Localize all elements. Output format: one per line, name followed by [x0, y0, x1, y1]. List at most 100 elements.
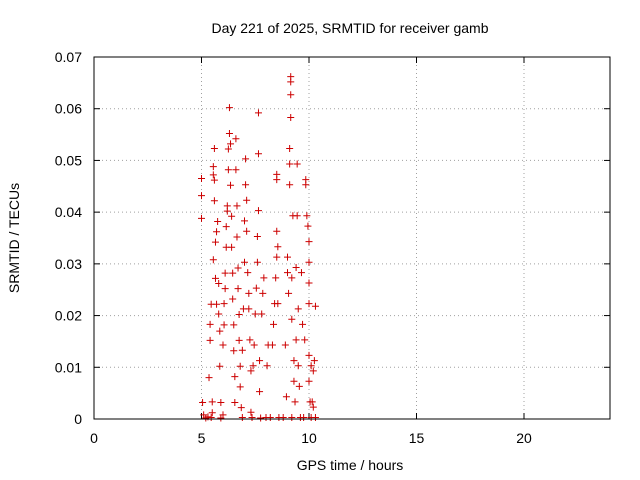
data-point — [224, 166, 232, 174]
data-point — [244, 269, 252, 277]
data-point — [285, 289, 293, 297]
data-point — [250, 341, 258, 349]
data-point — [266, 413, 274, 421]
data-point — [210, 197, 218, 205]
data-point — [216, 362, 224, 370]
data-point — [256, 357, 264, 365]
data-point — [232, 166, 240, 174]
data-point — [287, 73, 295, 81]
x-axis-label: GPS time / hours — [297, 457, 404, 473]
data-point — [242, 155, 250, 163]
data-point — [279, 413, 287, 421]
data-point — [305, 279, 313, 287]
data-point — [305, 258, 313, 266]
data-point — [256, 388, 264, 396]
data-point — [268, 341, 276, 349]
data-point — [247, 367, 255, 375]
data-point — [198, 214, 205, 222]
data-point — [253, 258, 261, 266]
data-point — [297, 269, 305, 277]
data-point — [294, 362, 302, 370]
data-point — [208, 398, 216, 406]
data-point — [213, 228, 221, 236]
y-tick-label: 0.05 — [55, 152, 82, 168]
data-point — [254, 150, 262, 158]
data-point — [282, 393, 290, 401]
data-point — [292, 336, 300, 344]
x-tick-label: 0 — [90, 430, 98, 446]
data-point — [217, 398, 225, 406]
data-point — [294, 305, 302, 313]
data-point — [251, 310, 259, 318]
data-point — [304, 222, 312, 230]
data-point — [293, 212, 301, 220]
data-point — [281, 341, 289, 349]
data-point — [236, 362, 244, 370]
data-point — [273, 227, 281, 235]
data-point — [215, 280, 223, 288]
data-point — [309, 403, 317, 411]
data-point — [238, 413, 246, 421]
data-point — [303, 212, 311, 220]
data-point — [210, 145, 218, 153]
data-point — [209, 163, 217, 171]
data-point — [216, 327, 224, 335]
data-point — [274, 300, 282, 308]
data-point — [243, 227, 251, 235]
data-point — [236, 383, 244, 391]
data-point — [209, 171, 217, 179]
data-point — [258, 310, 266, 318]
data-point — [229, 295, 237, 303]
data-point — [293, 160, 301, 168]
data-point — [307, 362, 315, 370]
x-tick-label: 20 — [516, 430, 532, 446]
data-point — [245, 289, 253, 297]
data-point — [301, 336, 309, 344]
y-axis-label: SRMTID / TECUs — [6, 183, 22, 293]
data-point — [259, 289, 267, 297]
data-point — [286, 160, 294, 168]
data-point — [288, 274, 296, 282]
data-point — [241, 258, 248, 266]
y-tick-label: 0.04 — [55, 204, 82, 220]
data-point — [272, 274, 280, 282]
axis-ticks — [93, 56, 610, 420]
data-point — [245, 305, 253, 313]
data-point — [208, 409, 216, 417]
x-tick-label: 5 — [198, 430, 206, 446]
data-point — [230, 347, 238, 355]
data-point — [210, 176, 218, 184]
data-point — [233, 202, 241, 210]
data-point — [288, 413, 296, 421]
data-point — [238, 346, 246, 354]
y-tick-label: 0.03 — [55, 256, 82, 272]
data-point — [230, 321, 238, 329]
data-point — [286, 145, 294, 153]
data-point — [228, 212, 236, 220]
data-point — [229, 269, 237, 277]
data-point — [305, 300, 313, 308]
data-point — [206, 320, 214, 328]
data-point — [287, 114, 295, 122]
data-point — [284, 253, 291, 261]
data-point — [241, 217, 248, 225]
data-point — [221, 285, 229, 293]
y-tick-label: 0.01 — [55, 359, 82, 375]
data-point — [254, 109, 262, 117]
tick-labels: 0 5 10 15 20 0 0.01 0.02 0.03 0.04 0.05 0.06 0.07 — [55, 49, 532, 446]
data-point — [206, 336, 214, 344]
data-point — [221, 269, 229, 277]
data-points — [198, 73, 319, 422]
data-point — [253, 232, 261, 240]
data-point — [213, 300, 221, 308]
data-point — [227, 181, 235, 189]
data-point — [207, 413, 215, 421]
data-point — [227, 140, 235, 148]
data-point — [287, 91, 295, 99]
data-point — [305, 351, 313, 359]
data-point — [291, 398, 299, 406]
data-point — [295, 382, 303, 390]
data-point — [311, 302, 319, 310]
data-point — [235, 311, 243, 319]
